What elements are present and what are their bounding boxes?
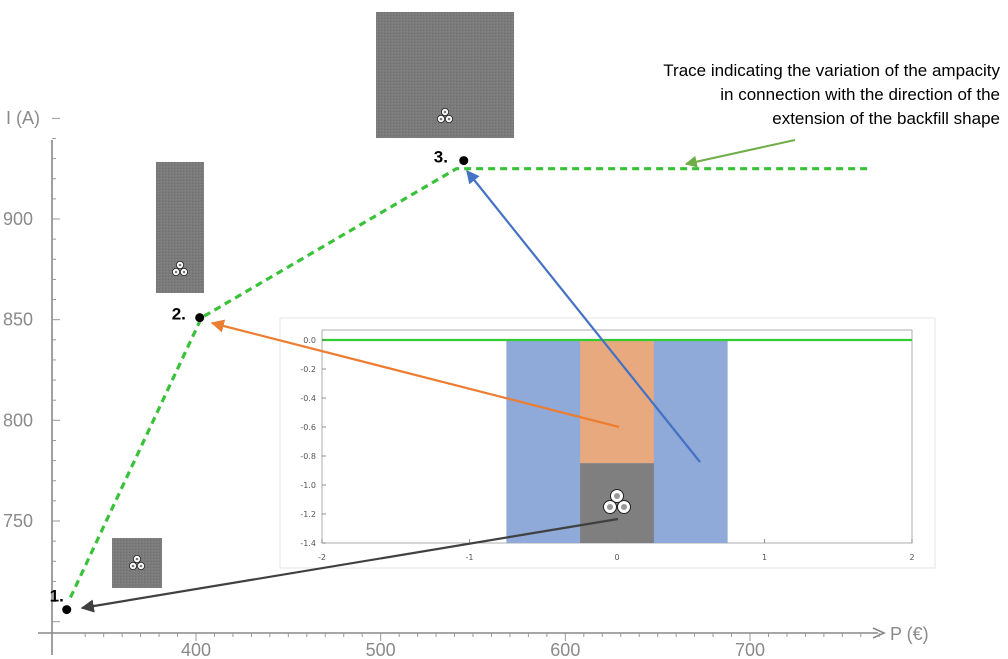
inset-region (580, 463, 654, 543)
annotation-line-3: extension of the backfill shape (772, 109, 1000, 128)
point-label: 3. (434, 148, 448, 167)
inset-x-tick-label: 2 (909, 553, 914, 562)
main-axes: 400 500 600 700 750 800 850 900 I (A) P (€) (3, 108, 929, 659)
backfill-thumb-3 (376, 12, 514, 138)
inset-y-tick-label: 0.0 (303, 336, 316, 345)
inset-y-tick-label: -0.6 (300, 423, 316, 432)
x-axis-label: P (€) (890, 624, 929, 644)
y-axis-label: I (A) (6, 108, 40, 128)
inset-y-tick-label: -0.4 (300, 394, 316, 403)
inset-region (580, 340, 654, 464)
inset-y-tick-label: -1.4 (300, 539, 316, 548)
point-label: 2. (172, 305, 186, 324)
y-tick-label: 800 (3, 410, 33, 430)
point-marker (459, 156, 469, 166)
y-tick-labels: 750 800 850 900 (3, 209, 33, 531)
backfill-thumb-1 (112, 538, 162, 588)
inset-plot: -2 -1 0 1 2 0.0 -0.2 -0.4 -0.6 -0.8 -1.0 -1.2 -1.4 (279, 317, 936, 569)
x-tick-label: 400 (181, 640, 211, 659)
inset-y-tick-label: -0.2 (300, 365, 316, 374)
point-marker (195, 313, 205, 323)
y-tick-label: 750 (3, 511, 33, 531)
annotation: Trace indicating the variation of the am… (663, 61, 1000, 128)
arrow-orange (210, 319, 620, 429)
x-axis-arrow-icon (872, 627, 886, 639)
y-tick-label: 850 (3, 310, 33, 330)
arrow-blue (466, 169, 701, 463)
arrow-green (684, 139, 796, 168)
inset-y-tick-label: -1.0 (300, 481, 316, 490)
x-minor-ticks (84, 633, 880, 641)
annotation-line-1: Trace indicating the variation of the am… (663, 61, 1000, 80)
inset-x-tick-label: 1 (762, 553, 767, 562)
backfill-thumb-2 (156, 162, 204, 293)
inset-x-tick-label: -2 (318, 553, 326, 562)
cable-trefoil-icon (437, 108, 453, 123)
inset-x-tick-label: -1 (466, 553, 474, 562)
cable-trefoil-icon (172, 261, 188, 276)
inset-cable-trefoil-icon (603, 489, 631, 514)
annotation-line-2: in connection with the direction of the (720, 85, 1000, 104)
x-tick-label: 500 (366, 640, 396, 659)
inset-y-tick-labels: 0.0 -0.2 -0.4 -0.6 -0.8 -1.0 -1.2 -1.4 (300, 336, 316, 548)
x-tick-label: 600 (550, 640, 580, 659)
cable-trefoil-icon (129, 555, 145, 570)
main-points: 1. 2. 3. (50, 148, 469, 615)
ampacity-trace (68, 167, 871, 599)
inset-y-tick-label: -0.8 (300, 452, 316, 461)
inset-ticks (321, 339, 913, 544)
inset-x-tick-label: 0 (614, 553, 619, 562)
point-marker (62, 605, 72, 615)
x-tick-label: 700 (735, 640, 765, 659)
y-minor-ticks (52, 117, 60, 623)
arrow-dark (80, 517, 619, 613)
y-tick-label: 900 (3, 209, 33, 229)
x-tick-labels: 400 500 600 700 (181, 640, 765, 659)
main-series (68, 167, 871, 599)
inset-y-tick-label: -1.2 (300, 510, 316, 519)
inset-x-tick-labels: -2 -1 0 1 2 (318, 553, 915, 562)
inset-regions (322, 338, 912, 543)
point-label: 1. (50, 587, 64, 606)
